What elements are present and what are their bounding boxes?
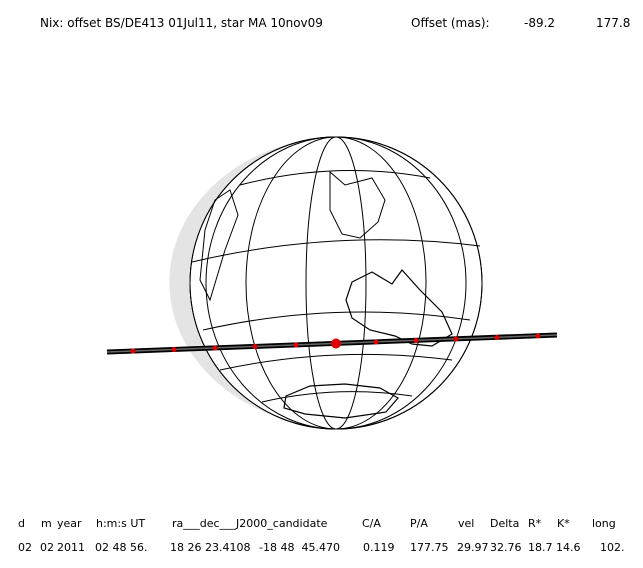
column-header: d [18, 517, 25, 530]
cell: 32.76 [490, 541, 522, 554]
cell: 102. [600, 541, 625, 554]
offset-label: Offset (mas): [411, 16, 490, 30]
cell: 177.75 [410, 541, 449, 554]
cell: 2011 [57, 541, 85, 554]
column-header: h:m:s UT [96, 517, 145, 530]
column-header: year [57, 517, 82, 530]
data-table: d m year h:m:s UT ra___dec___J2000_candidate… [18, 517, 625, 554]
column-header: long [592, 517, 616, 530]
cell: -18 48 45.470 [259, 541, 340, 554]
column-header: Delta [490, 517, 519, 530]
globe [169, 136, 483, 430]
cell: 18 26 23.4108 [170, 541, 250, 554]
cell: 02 [18, 541, 32, 554]
column-header: R* [528, 517, 542, 530]
cell: 0.119 [363, 541, 395, 554]
occultation-track [106, 332, 558, 355]
title: Nix: offset BS/DE413 01Jul11, star MA 10… [40, 16, 323, 30]
cell: 18.7 [528, 541, 553, 554]
offset-value: -89.2 [524, 16, 555, 30]
cell: 02 48 56. [95, 541, 147, 554]
column-header: m [41, 517, 52, 530]
column-header: ra___dec___J2000_candidate [172, 517, 328, 530]
column-header: P/A [410, 517, 428, 530]
column-header: vel [458, 517, 474, 530]
column-header: C/A [362, 517, 381, 530]
cell: 02 [40, 541, 54, 554]
cell: 29.97 [457, 541, 489, 554]
column-header: K* [557, 517, 570, 530]
offset-value: 177.8 [596, 16, 630, 30]
cell: 14.6 [556, 541, 581, 554]
